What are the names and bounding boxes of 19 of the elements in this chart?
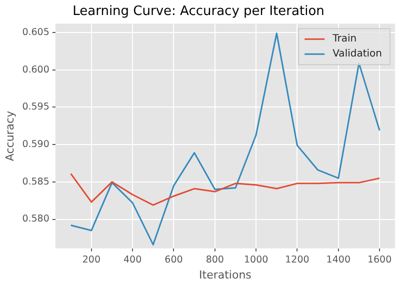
legend-label: Validation — [332, 48, 382, 60]
y-tick-label: 0.580 — [22, 214, 50, 225]
x-tick-label: 800 — [206, 254, 224, 266]
x-tick-label: 1600 — [367, 254, 392, 266]
y-tick-label: 0.595 — [22, 102, 50, 113]
x-tick-label: 400 — [124, 254, 142, 266]
y-tick-label: 0.590 — [22, 139, 50, 150]
y-tick-label: 0.600 — [22, 64, 50, 76]
x-axis-title: Iterations — [199, 268, 252, 282]
x-tick-label: 1400 — [326, 254, 350, 266]
x-tick-label: 200 — [82, 254, 100, 266]
y-axis-title: Accuracy — [3, 110, 16, 162]
y-tick-label: 0.585 — [22, 176, 50, 188]
chart-title: Learning Curve: Accuracy per Iteration — [72, 4, 324, 20]
x-tick-label: 600 — [164, 254, 183, 266]
y-tick-label: 0.605 — [22, 27, 50, 38]
legend-label: Train — [332, 34, 357, 45]
x-tick-label: 1000 — [244, 254, 268, 266]
x-tick-label: 1200 — [285, 254, 310, 266]
